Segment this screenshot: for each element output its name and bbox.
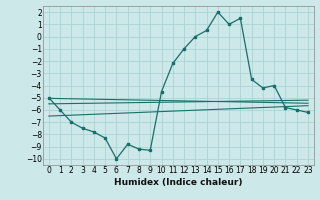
X-axis label: Humidex (Indice chaleur): Humidex (Indice chaleur) [114,178,243,187]
